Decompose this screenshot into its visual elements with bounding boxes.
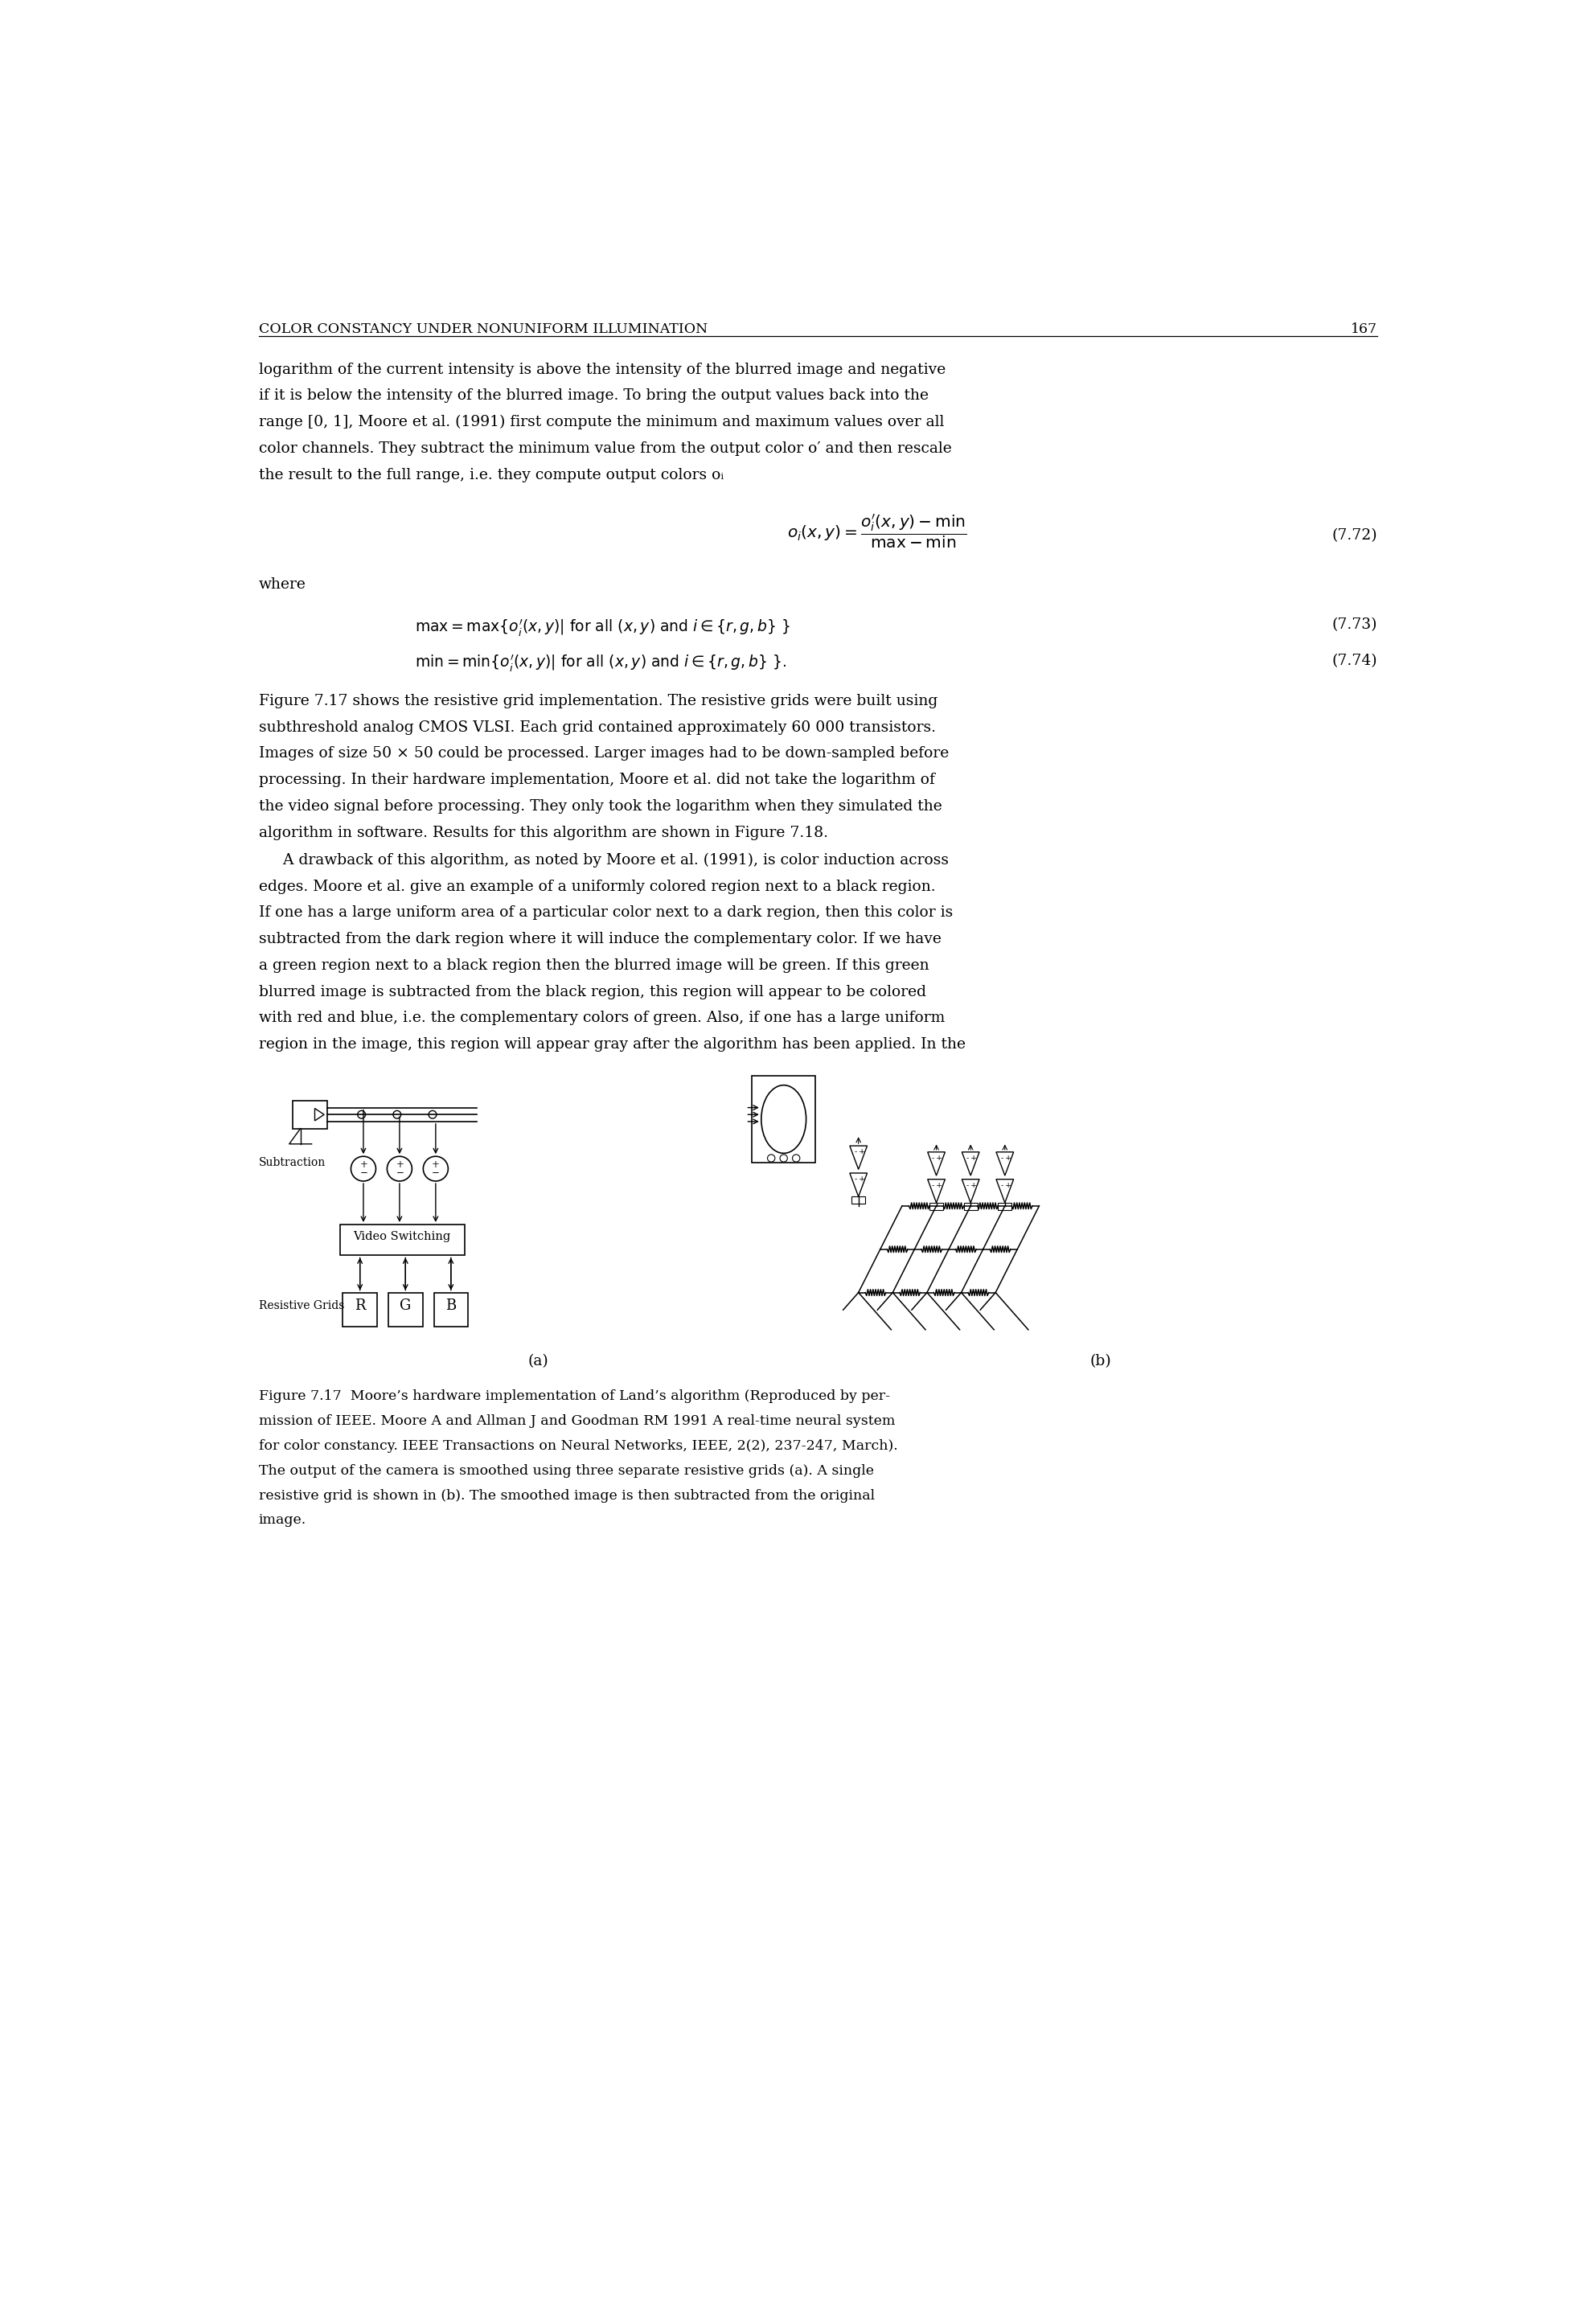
Polygon shape — [962, 1180, 980, 1203]
Text: edges. Moore et al. give an example of a uniformly colored region next to a blac: edges. Moore et al. give an example of a… — [259, 879, 935, 895]
Circle shape — [768, 1154, 776, 1161]
Text: COLOR CONSTANCY UNDER NONUNIFORM ILLUMINATION: COLOR CONSTANCY UNDER NONUNIFORM ILLUMIN… — [259, 322, 707, 336]
Text: Images of size 50 × 50 could be processed. Larger images had to be down-sampled : Images of size 50 × 50 could be processe… — [259, 746, 948, 760]
Text: +: + — [359, 1159, 367, 1171]
Text: subthreshold analog CMOS VLSI. Each grid contained approximately 60 000 transist: subthreshold analog CMOS VLSI. Each grid… — [259, 721, 935, 735]
Text: +: + — [396, 1159, 404, 1171]
Text: A drawback of this algorithm, as noted by Moore et al. (1991), is color inductio: A drawback of this algorithm, as noted b… — [259, 853, 948, 867]
Bar — [343, 1293, 377, 1326]
Circle shape — [792, 1154, 800, 1161]
Text: +: + — [970, 1154, 977, 1161]
Text: -: - — [1001, 1182, 1002, 1189]
Circle shape — [423, 1157, 448, 1182]
Polygon shape — [849, 1145, 867, 1168]
Text: G: G — [399, 1298, 412, 1312]
Text: blurred image is subtracted from the black region, this region will appear to be: blurred image is subtracted from the bla… — [259, 985, 926, 999]
Circle shape — [429, 1110, 436, 1120]
Circle shape — [388, 1157, 412, 1182]
Text: (7.72): (7.72) — [1331, 529, 1377, 542]
Bar — [852, 1196, 865, 1203]
Polygon shape — [927, 1180, 945, 1203]
Text: resistive grid is shown in (b). The smoothed image is then subtracted from the o: resistive grid is shown in (b). The smoo… — [259, 1488, 875, 1502]
Text: Video Switching: Video Switching — [353, 1231, 450, 1242]
Text: logarithm of the current intensity is above the intensity of the blurred image a: logarithm of the current intensity is ab… — [259, 362, 945, 378]
Bar — [964, 1203, 977, 1210]
Text: if it is below the intensity of the blurred image. To bring the output values ba: if it is below the intensity of the blur… — [259, 389, 929, 403]
Circle shape — [393, 1110, 401, 1120]
Text: -: - — [854, 1147, 857, 1157]
Text: (7.74): (7.74) — [1331, 654, 1377, 668]
Text: Figure 7.17  Moore’s hardware implementation of Land’s algorithm (Reproduced by : Figure 7.17 Moore’s hardware implementat… — [259, 1391, 891, 1402]
Text: -: - — [932, 1182, 935, 1189]
Bar — [752, 1076, 816, 1164]
Text: Resistive Grids: Resistive Grids — [259, 1300, 345, 1312]
Text: mission of IEEE. Moore A and Allman J and Goodman RM 1991 A real-time neural sys: mission of IEEE. Moore A and Allman J an… — [259, 1414, 895, 1428]
Text: -: - — [1001, 1154, 1002, 1161]
Text: Figure 7.17 shows the resistive grid implementation. The resistive grids were bu: Figure 7.17 shows the resistive grid imp… — [259, 693, 937, 709]
Text: B: B — [445, 1298, 456, 1312]
Text: range [0, 1], Moore et al. (1991) first compute the minimum and maximum values o: range [0, 1], Moore et al. (1991) first … — [259, 415, 943, 429]
Bar — [388, 1293, 423, 1326]
Text: $o_i(x, y) = \dfrac{o_i'(x, y) - \mathrm{min}}{\mathrm{max} - \mathrm{min}}$: $o_i(x, y) = \dfrac{o_i'(x, y) - \mathrm… — [787, 512, 967, 549]
Polygon shape — [962, 1152, 980, 1175]
Polygon shape — [996, 1180, 1013, 1203]
Text: (b): (b) — [1090, 1354, 1111, 1368]
Text: color channels. They subtract the minimum value from the output color o′ and the: color channels. They subtract the minimu… — [259, 440, 951, 457]
Text: Subtraction: Subtraction — [259, 1157, 326, 1168]
Text: where: where — [259, 577, 306, 591]
Bar — [294, 1101, 327, 1129]
Ellipse shape — [761, 1085, 806, 1154]
Bar — [340, 1224, 464, 1256]
Text: $\mathrm{min} = \mathrm{min}\{o_i'(x, y)|\  \mathrm{for\ all}\ (x, y)\ \mathrm{a: $\mathrm{min} = \mathrm{min}\{o_i'(x, y)… — [415, 654, 787, 675]
Text: a green region next to a black region then the blurred image will be green. If t: a green region next to a black region th… — [259, 957, 929, 974]
Bar — [434, 1293, 468, 1326]
Polygon shape — [849, 1173, 867, 1196]
Text: +: + — [859, 1147, 865, 1157]
Text: 167: 167 — [1350, 322, 1377, 336]
Text: The output of the camera is smoothed using three separate resistive grids (a). A: The output of the camera is smoothed usi… — [259, 1465, 873, 1477]
Text: (a): (a) — [528, 1354, 549, 1368]
Text: for color constancy. IEEE Transactions on Neural Networks, IEEE, 2(2), 237-247, : for color constancy. IEEE Transactions o… — [259, 1439, 897, 1453]
Text: processing. In their hardware implementation, Moore et al. did not take the loga: processing. In their hardware implementa… — [259, 772, 935, 788]
Text: the video signal before processing. They only took the logarithm when they simul: the video signal before processing. They… — [259, 800, 942, 814]
Polygon shape — [314, 1108, 324, 1120]
Text: +: + — [937, 1154, 943, 1161]
Text: -: - — [932, 1154, 935, 1161]
Polygon shape — [927, 1152, 945, 1175]
Text: −: − — [359, 1166, 367, 1178]
Text: +: + — [859, 1175, 865, 1182]
Text: -: - — [854, 1175, 857, 1182]
Text: -: - — [966, 1182, 969, 1189]
Text: -: - — [966, 1154, 969, 1161]
Text: the result to the full range, i.e. they compute output colors oᵢ: the result to the full range, i.e. they … — [259, 468, 723, 482]
Text: (7.73): (7.73) — [1331, 617, 1377, 633]
Bar — [929, 1203, 943, 1210]
Circle shape — [351, 1157, 375, 1182]
Text: If one has a large uniform area of a particular color next to a dark region, the: If one has a large uniform area of a par… — [259, 906, 953, 920]
Bar — [998, 1203, 1012, 1210]
Text: subtracted from the dark region where it will induce the complementary color. If: subtracted from the dark region where it… — [259, 932, 942, 946]
Text: algorithm in software. Results for this algorithm are shown in Figure 7.18.: algorithm in software. Results for this … — [259, 825, 828, 839]
Text: −: − — [433, 1166, 440, 1178]
Text: −: − — [396, 1166, 404, 1178]
Text: R: R — [354, 1298, 365, 1312]
Polygon shape — [996, 1152, 1013, 1175]
Circle shape — [358, 1110, 365, 1120]
Text: +: + — [433, 1159, 440, 1171]
Text: +: + — [937, 1182, 943, 1189]
Text: region in the image, this region will appear gray after the algorithm has been a: region in the image, this region will ap… — [259, 1036, 966, 1052]
Text: +: + — [1005, 1182, 1012, 1189]
Text: with red and blue, i.e. the complementary colors of green. Also, if one has a la: with red and blue, i.e. the complementar… — [259, 1011, 945, 1025]
Text: $\mathrm{max} = \mathrm{max}\{o_i'(x, y)|\  \mathrm{for\ all}\ (x, y)\ \mathrm{a: $\mathrm{max} = \mathrm{max}\{o_i'(x, y)… — [415, 617, 790, 637]
Text: image.: image. — [259, 1514, 306, 1528]
Text: +: + — [970, 1182, 977, 1189]
Circle shape — [780, 1154, 787, 1161]
Text: +: + — [1005, 1154, 1012, 1161]
